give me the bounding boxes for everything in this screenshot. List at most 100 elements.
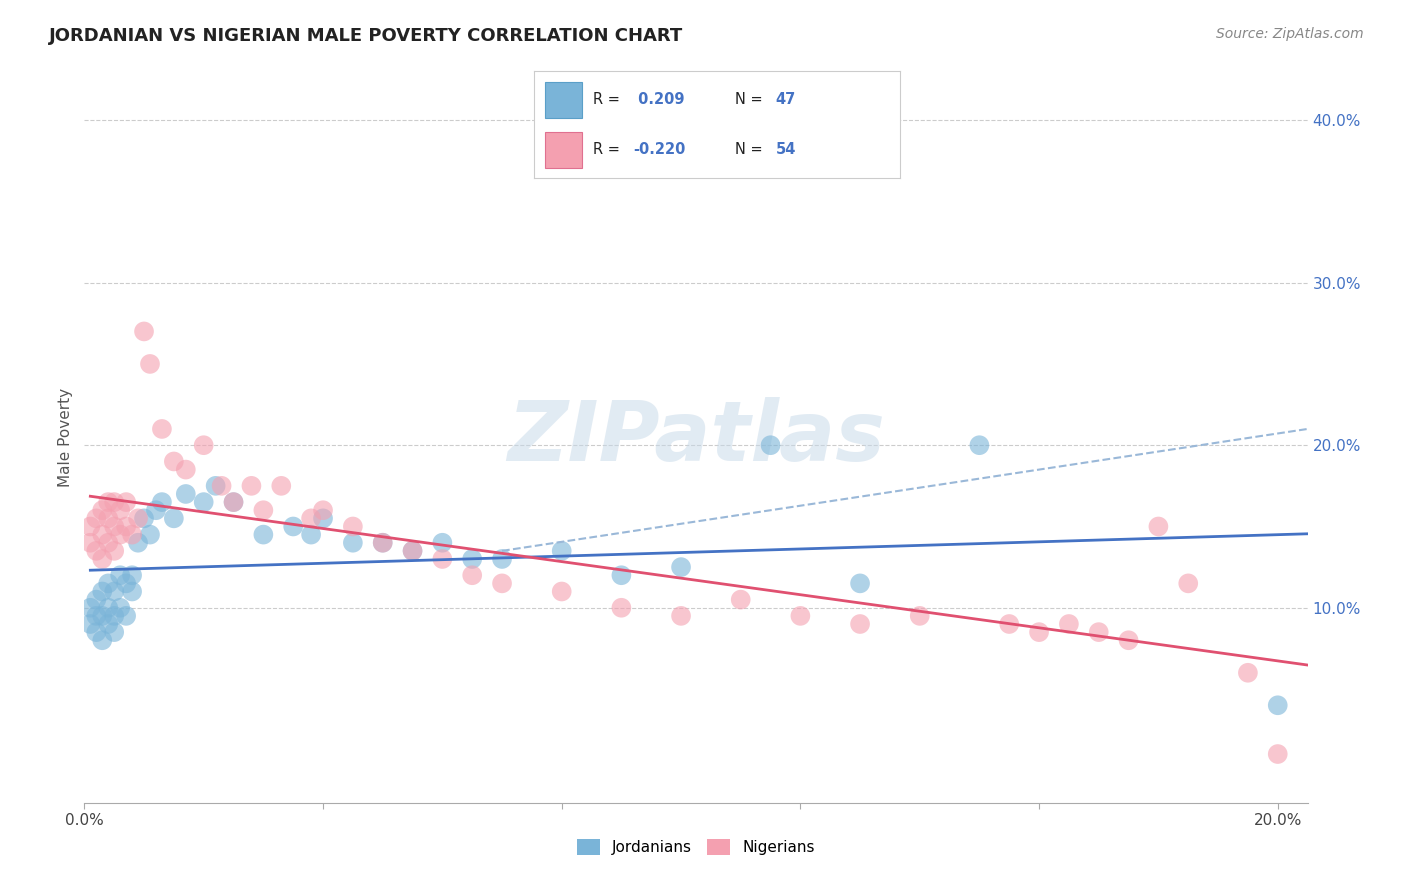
Point	[97, 511, 120, 525]
Point	[969, 438, 991, 452]
Point	[103, 544, 125, 558]
Point	[491, 552, 513, 566]
Point	[174, 462, 197, 476]
Point	[115, 519, 138, 533]
Point	[270, 479, 292, 493]
Point	[163, 511, 186, 525]
Point	[1177, 576, 1199, 591]
Point	[312, 511, 335, 525]
Point	[1087, 625, 1109, 640]
Point	[97, 495, 120, 509]
FancyBboxPatch shape	[546, 82, 582, 118]
Point	[103, 608, 125, 623]
Point	[759, 438, 782, 452]
Legend: Jordanians, Nigerians: Jordanians, Nigerians	[571, 833, 821, 861]
Point	[240, 479, 263, 493]
Point	[998, 617, 1021, 632]
Point	[150, 422, 173, 436]
Point	[299, 511, 322, 525]
Point	[132, 325, 155, 339]
Point	[84, 592, 107, 607]
Text: Source: ZipAtlas.com: Source: ZipAtlas.com	[1216, 27, 1364, 41]
Point	[127, 535, 149, 549]
Point	[211, 479, 233, 493]
Point	[252, 503, 274, 517]
Point	[103, 584, 125, 599]
Point	[79, 617, 101, 632]
Text: 47: 47	[776, 93, 796, 107]
Text: R =: R =	[593, 93, 624, 107]
Point	[789, 608, 811, 623]
Point	[669, 560, 692, 574]
Point	[204, 479, 226, 493]
Point	[103, 625, 125, 640]
Point	[432, 535, 454, 549]
Point	[139, 357, 162, 371]
Point	[193, 438, 215, 452]
Point	[610, 600, 633, 615]
Point	[1028, 625, 1050, 640]
Point	[610, 568, 633, 582]
Point	[401, 544, 423, 558]
Point	[127, 511, 149, 525]
Point	[132, 511, 155, 525]
Point	[849, 576, 872, 591]
Point	[108, 568, 131, 582]
Point	[103, 519, 125, 533]
Point	[121, 527, 143, 541]
Point	[121, 568, 143, 582]
Point	[193, 495, 215, 509]
Point	[79, 600, 101, 615]
Point	[283, 519, 305, 533]
Point	[115, 576, 138, 591]
Point	[108, 527, 131, 541]
Point	[139, 527, 162, 541]
Point	[103, 495, 125, 509]
Point	[669, 608, 692, 623]
Point	[299, 527, 322, 541]
Point	[1118, 633, 1140, 648]
Point	[79, 535, 101, 549]
Point	[1267, 747, 1289, 761]
Point	[115, 608, 138, 623]
Point	[1057, 617, 1080, 632]
Point	[342, 535, 364, 549]
Point	[312, 503, 335, 517]
Point	[108, 600, 131, 615]
Text: JORDANIAN VS NIGERIAN MALE POVERTY CORRELATION CHART: JORDANIAN VS NIGERIAN MALE POVERTY CORRE…	[49, 27, 683, 45]
Text: N =: N =	[735, 93, 768, 107]
Point	[730, 592, 752, 607]
Point	[91, 584, 114, 599]
Point	[1237, 665, 1260, 680]
Point	[908, 608, 931, 623]
Point	[163, 454, 186, 468]
Text: -0.220: -0.220	[633, 143, 685, 157]
Point	[1267, 698, 1289, 713]
Point	[97, 600, 120, 615]
Point	[174, 487, 197, 501]
Point	[91, 503, 114, 517]
Point	[432, 552, 454, 566]
Point	[1147, 519, 1170, 533]
Point	[97, 535, 120, 549]
Point	[91, 633, 114, 648]
Point	[252, 527, 274, 541]
Point	[84, 625, 107, 640]
Point	[91, 608, 114, 623]
Point	[150, 495, 173, 509]
Point	[461, 568, 484, 582]
Text: 54: 54	[776, 143, 796, 157]
Point	[97, 576, 120, 591]
Point	[461, 552, 484, 566]
Point	[491, 576, 513, 591]
Point	[551, 544, 574, 558]
Point	[222, 495, 245, 509]
Point	[342, 519, 364, 533]
Point	[401, 544, 423, 558]
Point	[97, 617, 120, 632]
Text: 0.209: 0.209	[633, 93, 685, 107]
Point	[222, 495, 245, 509]
Point	[108, 503, 131, 517]
Point	[371, 535, 394, 549]
Y-axis label: Male Poverty: Male Poverty	[58, 387, 73, 487]
